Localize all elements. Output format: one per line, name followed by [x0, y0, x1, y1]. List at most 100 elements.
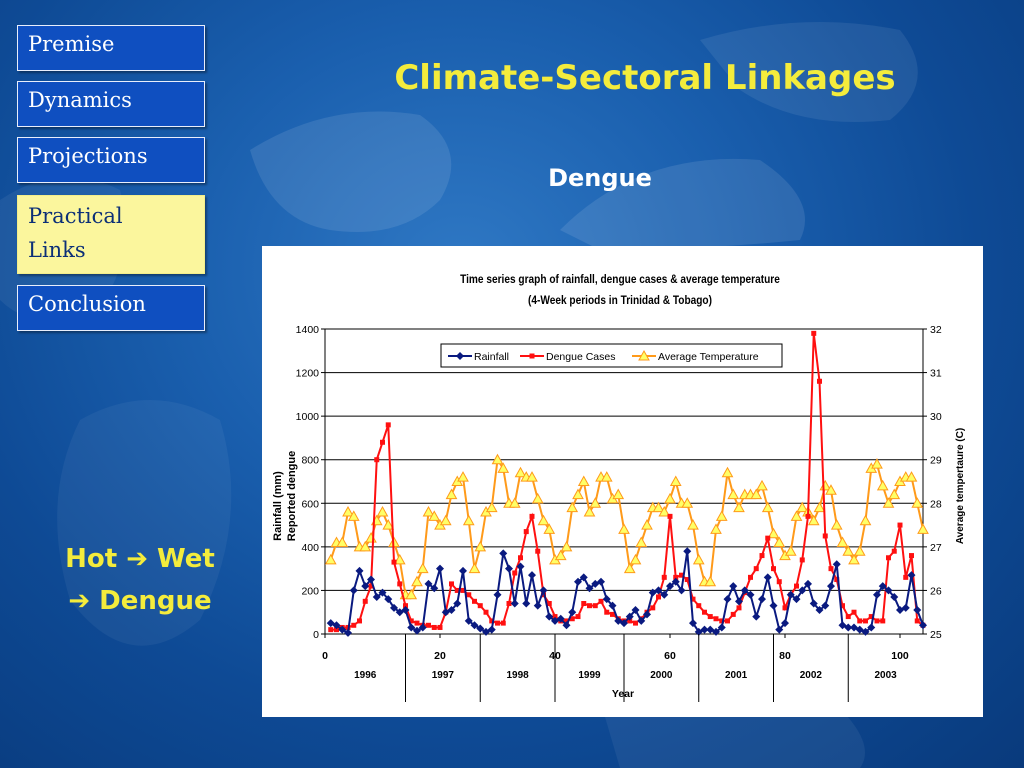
average-temperature-point: [641, 519, 653, 530]
rainfall-point: [326, 619, 335, 628]
average-temperature-point: [324, 553, 337, 565]
year-label: 1998: [507, 670, 530, 681]
rainfall-point: [579, 573, 588, 582]
rainfall-point: [769, 601, 778, 610]
rainfall-point: [844, 623, 853, 632]
y2-tick-label: 27: [930, 542, 942, 554]
average-temperature-point: [848, 553, 860, 565]
dengue-cases-point: [840, 603, 845, 609]
year-label: 2001: [725, 670, 748, 681]
rainfall-point: [660, 590, 669, 599]
dengue-cases-point: [587, 603, 592, 609]
rainfall-point: [556, 614, 565, 623]
dengue-cases-point: [575, 614, 581, 620]
rainfall-point: [407, 623, 416, 632]
average-temperature-point: [554, 549, 567, 561]
rainfall-point: [533, 601, 542, 610]
average-temperature-point: [543, 523, 556, 534]
average-temperature-point: [681, 497, 694, 508]
average-temperature-point: [859, 514, 872, 526]
dengue-cases-point: [725, 618, 730, 624]
rainfall-point: [671, 577, 680, 586]
dengue-cases-point: [914, 618, 920, 624]
dengue-cases-point: [886, 555, 891, 561]
year-label: 1996: [354, 670, 377, 681]
rainfall-point: [821, 601, 830, 610]
legend-dengue-cases-marker: [529, 353, 535, 359]
rainfall-point: [505, 564, 513, 573]
nav-conclusion-button[interactable]: Conclusion: [17, 285, 205, 331]
rainfall-point: [602, 595, 611, 604]
chart-gridlines: [325, 328, 923, 591]
dengue-cases-point: [529, 513, 535, 519]
rainfall-point: [378, 588, 387, 597]
slide-subtitle: Dengue: [548, 164, 652, 192]
average-temperature-point: [830, 519, 843, 530]
y-axis-label-line-2: Reported dengue: [286, 451, 298, 541]
y-tick-label: 200: [301, 585, 319, 597]
dengue-cases-point: [661, 574, 667, 580]
legend-rainfall-label: Rainfall: [474, 351, 509, 363]
average-temperature-point: [497, 462, 510, 473]
nav-projections-button[interactable]: Projections: [17, 137, 205, 183]
rainfall-point: [620, 619, 628, 628]
average-temperature-point: [876, 479, 889, 491]
rainfall-point: [597, 577, 605, 586]
dengue-cases-point: [851, 609, 857, 615]
dengue-cases-point: [736, 605, 742, 611]
nav-dynamics-button[interactable]: Dynamics: [17, 81, 205, 127]
dengue-cases-point: [466, 592, 472, 598]
rainfall-point: [510, 599, 519, 608]
rainfall-point: [786, 590, 795, 599]
dengue-cases-point: [426, 622, 431, 628]
dengue-cases-point: [822, 533, 828, 539]
dengue-cases-point: [391, 559, 397, 565]
dengue-cases-point: [489, 618, 495, 624]
average-temperature-point: [871, 458, 883, 469]
callout-line-1: Hot ➔ Wet: [65, 544, 215, 574]
y-tick-label: 0: [313, 629, 319, 641]
average-temperature-point: [600, 471, 613, 482]
average-temperature-point: [365, 532, 377, 543]
average-temperature-point: [612, 488, 625, 500]
dengue-cases-point: [702, 609, 707, 615]
average-temperature-point: [405, 588, 418, 600]
rainfall-point: [873, 590, 881, 599]
dengue-cases-point: [380, 439, 385, 445]
rainfall-point: [775, 625, 784, 634]
average-temperature-point: [836, 536, 849, 547]
year-label: 2000: [650, 670, 673, 681]
dengue-cases-point: [512, 570, 518, 576]
dengue-cases-point: [328, 627, 334, 633]
average-temperature-point: [485, 501, 498, 513]
y2-tick-label: 26: [930, 585, 942, 597]
rainfall-point: [901, 603, 910, 612]
dengue-cases-point: [845, 614, 851, 620]
dengue-cases-point: [794, 583, 799, 589]
average-temperature-point: [773, 536, 786, 547]
dengue-cases-point: [656, 594, 661, 600]
average-temperature-point: [842, 545, 855, 556]
y-tick-label: 1000: [296, 411, 320, 423]
chart-legend: Rainfall Dengue Cases Average Temperature: [440, 343, 783, 368]
nav-practical-links-button[interactable]: Practical Links: [17, 195, 205, 274]
average-temperature-point: [715, 510, 728, 521]
rainfall-point: [591, 579, 600, 588]
x-tick-label: 60: [664, 650, 676, 662]
dengue-cases-point: [868, 614, 874, 620]
nav-premise-button[interactable]: Premise: [17, 25, 205, 71]
rainfall-point: [729, 582, 738, 591]
dengue-cases-point: [483, 609, 489, 615]
rainfall-point: [349, 586, 358, 595]
dengue-cases-point: [776, 579, 782, 585]
legend-average-temperature-label: Average Temperature: [658, 351, 759, 363]
callout-text: Hot ➔ Wet ➔ Dengue: [10, 538, 270, 622]
average-temperature-point: [721, 466, 734, 478]
rainfall-point: [482, 627, 490, 636]
dengue-cases-point: [610, 611, 615, 617]
dengue-cases-point: [334, 627, 339, 633]
dengue-cases-point: [817, 378, 822, 384]
average-temperature-point: [382, 519, 395, 530]
y-tick-label: 800: [301, 455, 319, 467]
rainfall-point: [907, 571, 916, 580]
